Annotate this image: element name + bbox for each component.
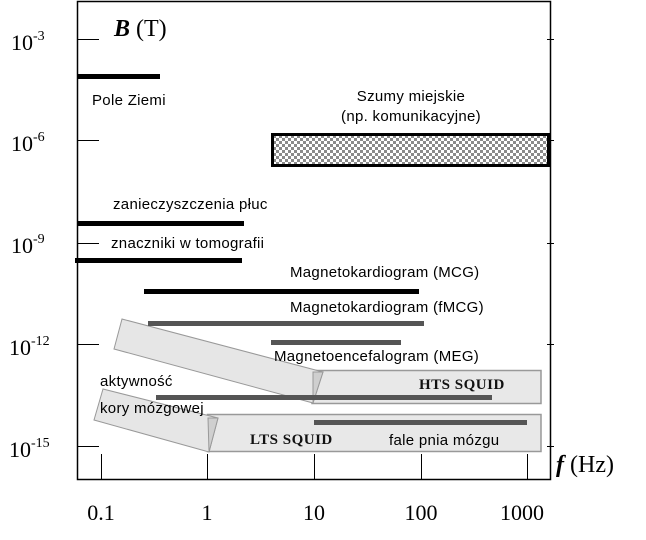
y-tick-label: 10-6	[11, 130, 45, 156]
label-szumy-line1: Szumy miejskie	[357, 88, 465, 105]
bar-fmcg	[148, 321, 424, 326]
bar-mcg	[144, 289, 419, 294]
x-tick-label: 1000	[500, 500, 544, 525]
label-lts-squid: LTS SQUID	[250, 432, 333, 448]
y-tick-label: 10-9	[11, 232, 45, 258]
x-tick-label: 100	[405, 500, 438, 525]
label-znaczniki: znaczniki w tomografii	[111, 235, 264, 252]
y-tick-label: 10-3	[11, 29, 45, 55]
bar-zanieczyszczenia-pluc	[77, 221, 244, 226]
lower-band-junction	[207, 417, 219, 453]
y-tick-labels: 10-3 10-6 10-9 10-12 10-15	[9, 29, 50, 462]
y-tick-label: 10-15	[9, 436, 50, 462]
y-axis-ticks	[77, 39, 99, 447]
bar-kora-mozgowa	[156, 395, 492, 400]
y-axis-title: B (T)	[113, 16, 167, 42]
y-tick-label: 10-12	[9, 334, 50, 360]
label-szumy-line2: (np. komunikacyjne)	[341, 108, 481, 125]
plot-frame	[76, 0, 552, 481]
label-meg: Magnetoencefalogram (MEG)	[274, 348, 479, 365]
bar-znaczniki	[75, 258, 242, 263]
label-mcg: Magnetokardiogram (MCG)	[290, 264, 479, 281]
label-aktywnosc-line2: kory mózgowej	[100, 400, 204, 417]
label-pluca: zanieczyszczenia płuc	[113, 196, 268, 213]
bar-pole-ziemi	[77, 74, 160, 79]
x-axis-title: f (Hz)	[556, 452, 614, 478]
x-tick-label: 1	[202, 500, 213, 525]
x-tick-label: 10	[303, 500, 325, 525]
label-pole-ziemi: Pole Ziemi	[92, 92, 166, 109]
label-aktywnosc-line1: aktywność	[100, 373, 173, 390]
x-axis-ticks	[101, 454, 528, 479]
right-axis-ticks	[547, 39, 554, 447]
x-tick-labels: 0.1 1 10 100 1000	[87, 500, 544, 525]
x-tick-label: 0.1	[87, 500, 115, 525]
urban-noise-box	[271, 133, 550, 167]
bar-fale-pnia	[314, 420, 527, 425]
label-hts-squid: HTS SQUID	[419, 377, 505, 393]
bar-meg	[271, 340, 401, 345]
label-fmcg: Magnetokardiogram (fMCG)	[290, 299, 484, 316]
label-fale-pnia: fale pnia mózgu	[389, 432, 499, 449]
